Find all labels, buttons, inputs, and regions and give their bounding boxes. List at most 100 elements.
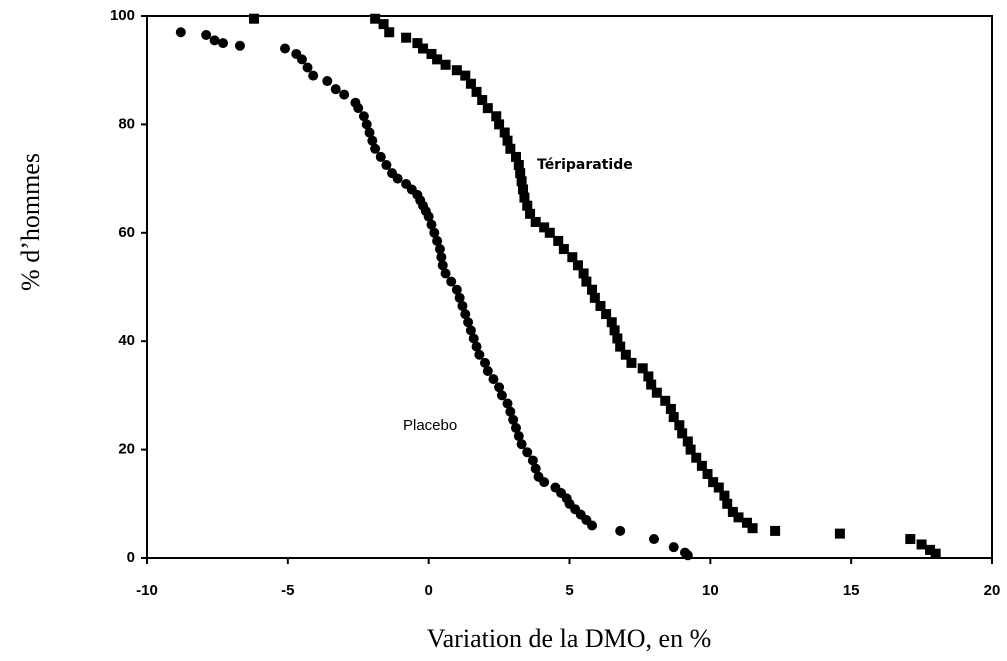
point (589, 292, 600, 303)
plot-frame (146, 15, 993, 559)
point (651, 387, 662, 398)
point (747, 523, 758, 534)
point (480, 357, 490, 368)
point (491, 111, 502, 122)
point (502, 135, 513, 146)
point (601, 309, 612, 320)
point (496, 390, 507, 401)
point (513, 431, 524, 442)
point (682, 436, 693, 447)
point (916, 539, 927, 550)
point (358, 111, 369, 122)
point (418, 43, 429, 54)
point (620, 349, 631, 360)
point (488, 374, 499, 385)
point (508, 414, 519, 425)
point (471, 341, 482, 352)
point (426, 48, 437, 59)
point (494, 382, 505, 393)
point (646, 379, 657, 390)
point (519, 192, 530, 203)
x-tick-label: 5 (565, 582, 573, 599)
point (432, 54, 443, 65)
point (308, 70, 319, 81)
point (437, 260, 448, 271)
y-tick-label: 0 (127, 549, 135, 566)
point (522, 200, 533, 211)
point (370, 13, 381, 24)
point (530, 216, 541, 227)
point (370, 143, 381, 154)
point (930, 548, 941, 559)
series-label: Tériparatide (537, 157, 633, 173)
point (572, 260, 583, 271)
x-axis-title: Variation de la DMO, en % (427, 624, 711, 653)
point (525, 208, 536, 219)
x-tick-label: -5 (281, 582, 294, 599)
point (558, 244, 569, 255)
point (668, 542, 679, 553)
point (553, 235, 564, 246)
point (682, 550, 693, 561)
point (482, 103, 493, 114)
point (477, 95, 488, 106)
y-tick-label: 20 (118, 441, 135, 458)
point (505, 406, 516, 417)
point (527, 455, 538, 466)
point (637, 363, 648, 374)
point (513, 160, 524, 171)
point (510, 422, 521, 433)
point (696, 460, 707, 471)
point (515, 168, 526, 179)
point (474, 349, 485, 360)
point (544, 227, 555, 238)
point (429, 227, 440, 238)
point (518, 184, 529, 195)
point (367, 135, 378, 146)
x-tick-label: 20 (984, 582, 1001, 599)
point (587, 284, 598, 295)
point (201, 29, 212, 40)
point (691, 452, 702, 463)
x-tick-label: 0 (424, 582, 432, 599)
x-tick-label: -10 (136, 582, 158, 599)
point (364, 127, 375, 138)
point (722, 498, 733, 509)
point (468, 333, 479, 344)
point (834, 528, 845, 539)
point (249, 13, 260, 24)
point (460, 70, 471, 81)
point (302, 62, 313, 73)
y-tick-label: 60 (118, 224, 135, 241)
y-tick-label: 100 (110, 7, 135, 24)
point (463, 317, 474, 328)
y-axis-title: % d’hommes (16, 153, 45, 291)
point (719, 490, 730, 501)
point (330, 84, 341, 95)
point (432, 235, 443, 246)
point (578, 268, 589, 279)
point (434, 244, 445, 255)
point (436, 252, 447, 263)
point (465, 78, 476, 89)
point (401, 32, 412, 43)
point (606, 317, 617, 328)
point (482, 366, 493, 377)
point (440, 59, 451, 70)
point (426, 219, 437, 230)
point (375, 151, 386, 162)
point (665, 403, 676, 414)
y-tick-label: 40 (118, 332, 135, 349)
point (674, 420, 685, 431)
point (378, 19, 389, 30)
point (905, 534, 916, 545)
point (522, 447, 533, 458)
point (727, 506, 738, 517)
point (741, 517, 752, 528)
point (733, 512, 744, 523)
point (494, 119, 505, 130)
point (296, 54, 307, 65)
point (353, 103, 364, 114)
point (702, 468, 713, 479)
point (175, 27, 186, 38)
